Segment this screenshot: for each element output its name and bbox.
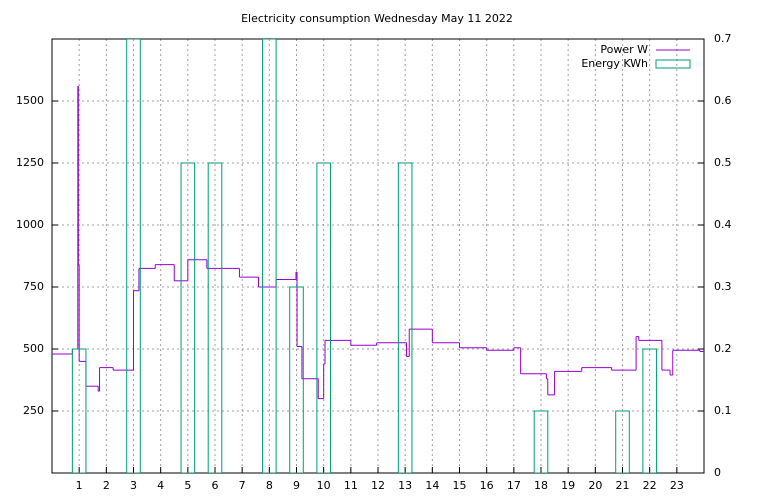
energy-box [397,162,413,473]
energy-box [207,162,223,473]
x-tick-label: 14 [425,479,439,492]
x-tick-label: 11 [344,479,358,492]
x-tick-label: 4 [157,479,164,492]
y2-tick-label: 0.2 [714,342,732,355]
chart-title: Electricity consumption Wednesday May 11… [241,12,513,25]
legend-label: Power W [600,43,648,56]
y2-tick-label: 0 [714,466,721,479]
x-tick-label: 17 [507,479,521,492]
x-tick-label: 22 [643,479,657,492]
y2-tick-label: 0.6 [714,94,732,107]
y2-tick-label: 0.5 [714,156,732,169]
x-tick-label: 5 [184,479,191,492]
y-tick-label: 1000 [16,218,44,231]
energy-box [642,348,657,473]
x-tick-label: 6 [212,479,219,492]
energy-box [533,410,549,473]
x-tick-label: 9 [293,479,300,492]
x-tick-label: 19 [561,479,575,492]
plot-area [52,39,704,473]
x-tick-label: 18 [534,479,548,492]
x-tick-label: 10 [317,479,331,492]
x-tick-label: 16 [480,479,494,492]
y-tick-label: 500 [23,342,44,355]
energy-box [289,286,304,473]
x-tick-label: 20 [588,479,602,492]
x-tick-label: 1 [76,479,83,492]
y2-tick-label: 0.4 [714,218,732,231]
x-tick-label: 21 [616,479,630,492]
x-tick-label: 2 [103,479,110,492]
x-tick-label: 7 [239,479,246,492]
y2-tick-label: 0.3 [714,280,732,293]
energy-box [71,348,87,473]
legend-label: Energy KWh [581,57,648,70]
energy-box [180,162,196,473]
y-tick-label: 250 [23,404,44,417]
energy-box [316,162,331,473]
energy-box [262,39,277,473]
x-tick-label: 8 [266,479,273,492]
x-tick-label: 12 [371,479,385,492]
x-tick-label: 3 [130,479,137,492]
x-tick-label: 23 [670,479,684,492]
y2-tick-label: 0.1 [714,404,732,417]
plot-frame [51,38,705,474]
energy-box [615,410,630,473]
y-tick-label: 1250 [16,156,44,169]
y2-tick-label: 0.7 [714,32,732,45]
y-tick-label: 1500 [16,94,44,107]
energy-box [126,39,141,473]
x-tick-label: 13 [398,479,412,492]
legend-swatch [655,59,691,69]
y-tick-label: 750 [23,280,44,293]
x-tick-label: 15 [453,479,467,492]
